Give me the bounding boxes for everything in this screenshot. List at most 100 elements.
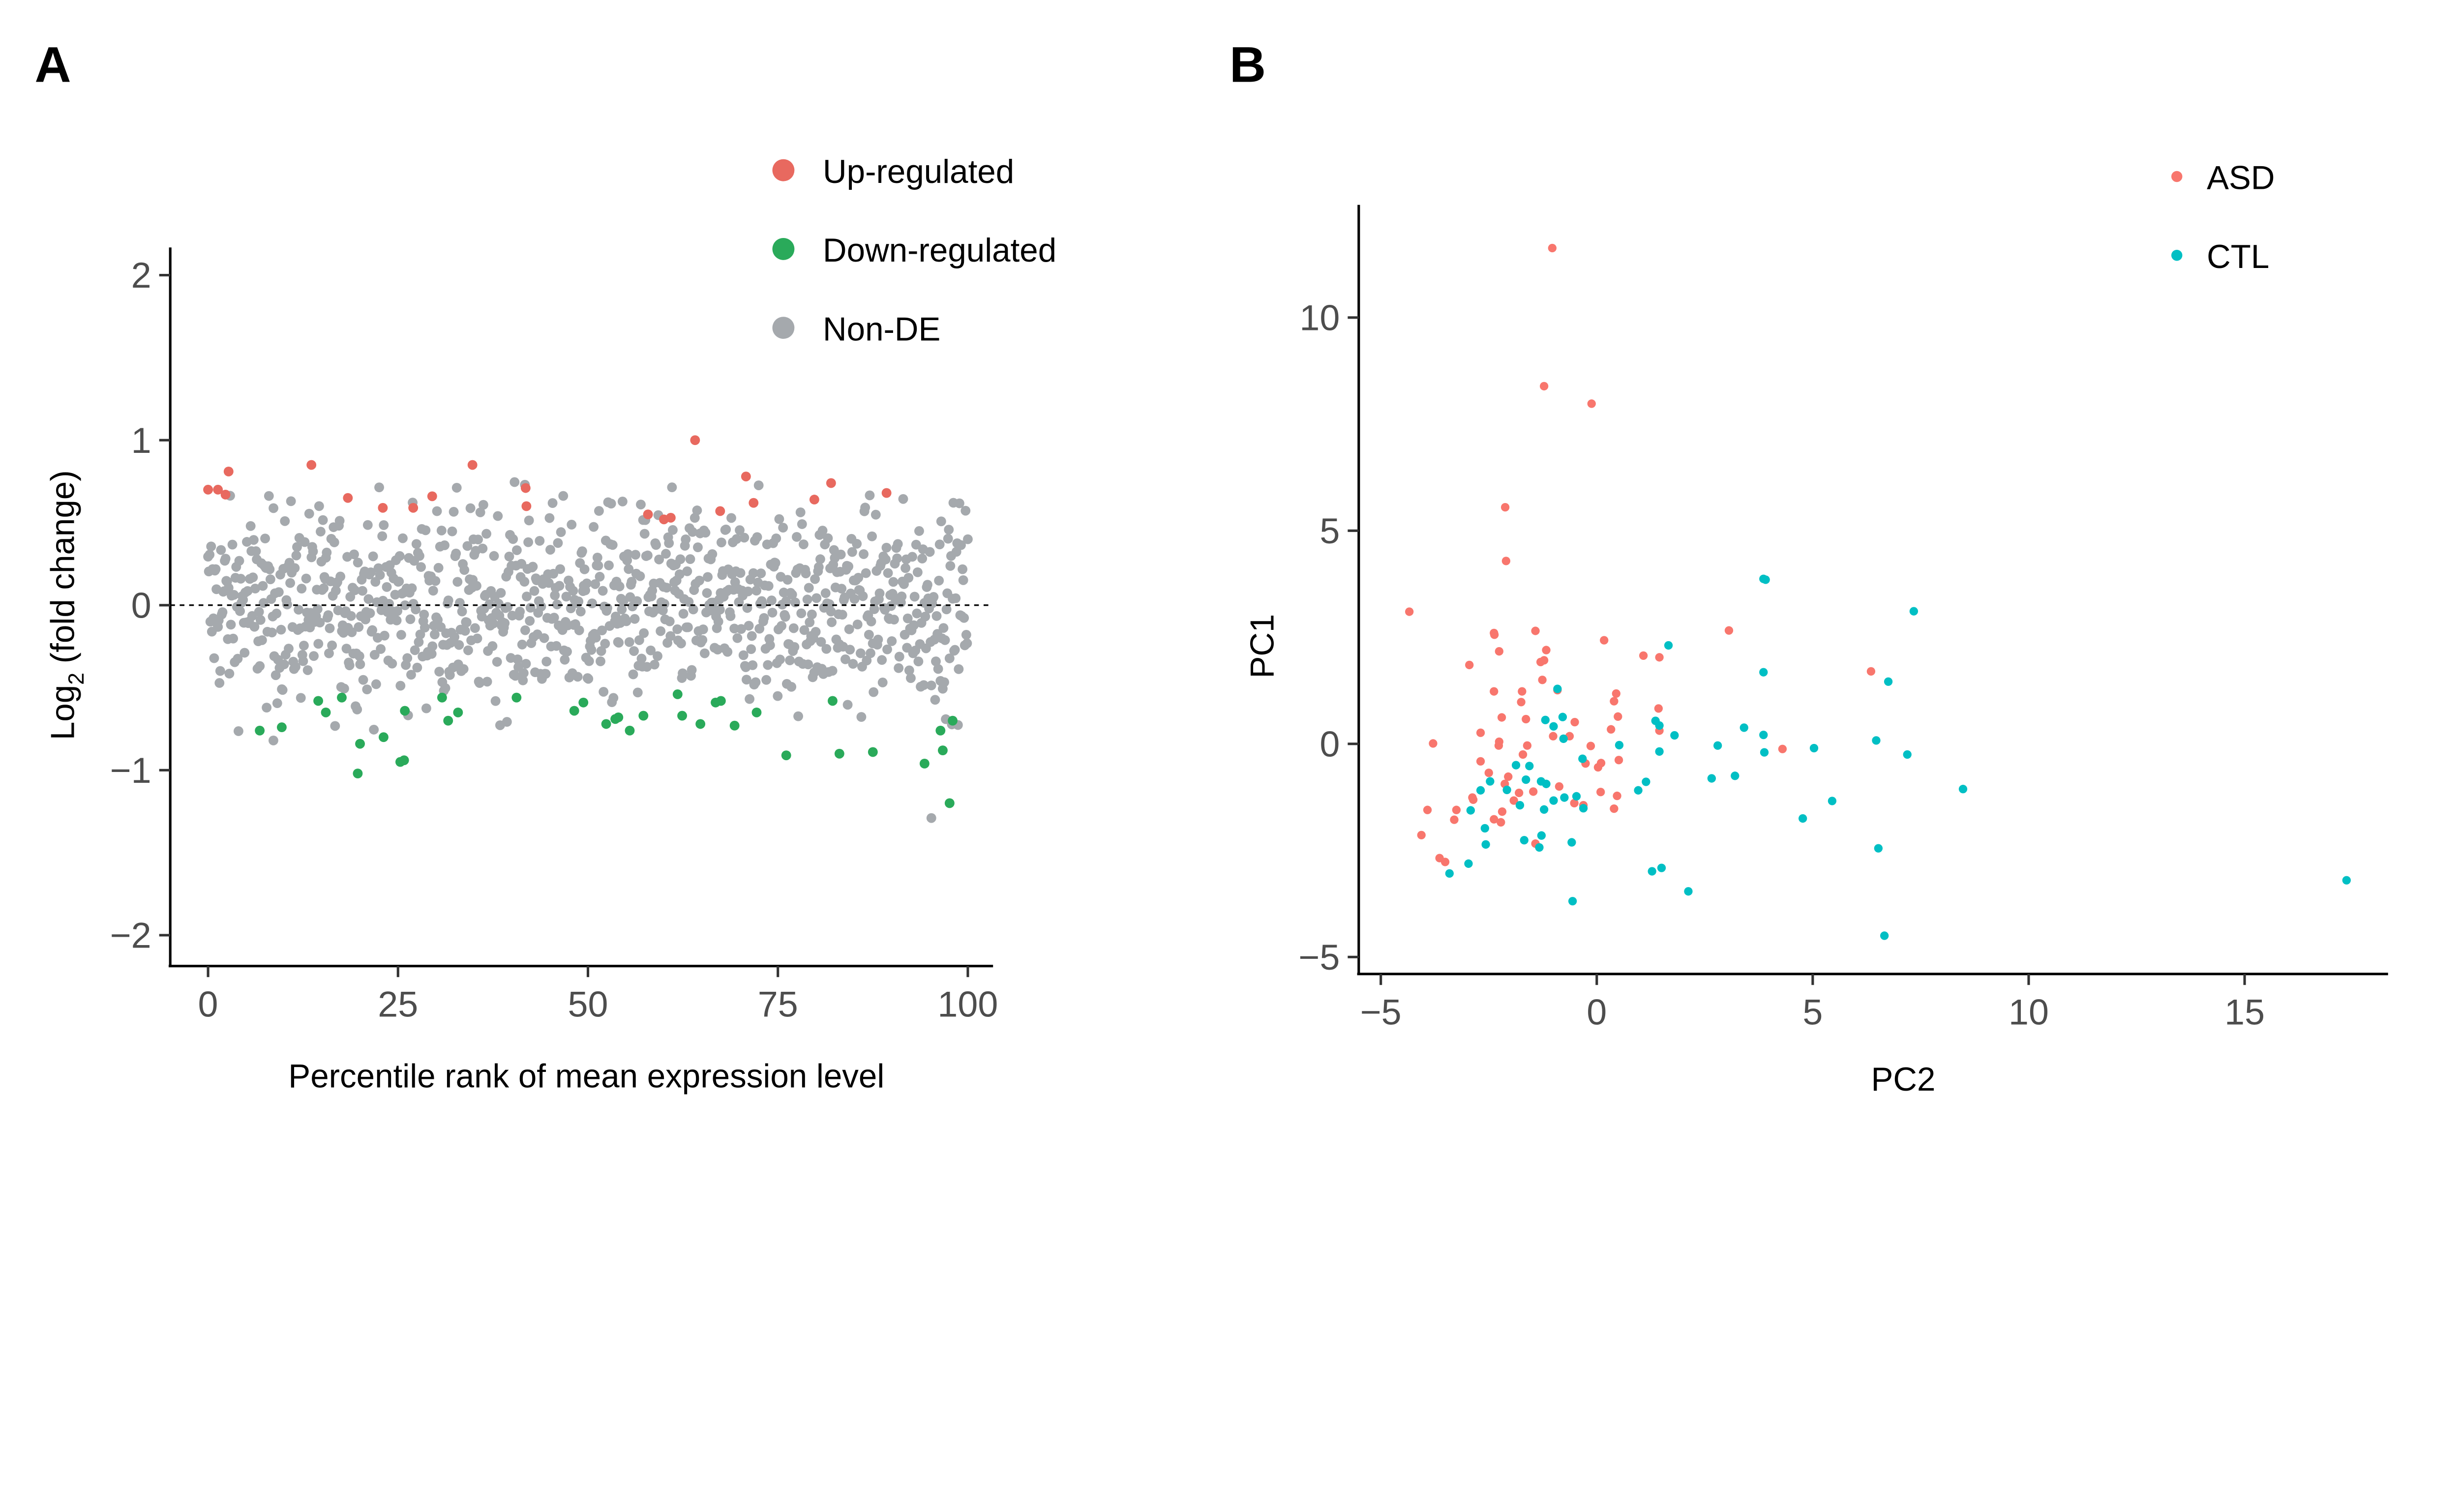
non-de-point (411, 539, 421, 549)
non-de-point (894, 663, 904, 673)
non-de-point (656, 626, 666, 636)
ctl-point (1464, 859, 1473, 868)
down-regulated-point (672, 689, 683, 699)
non-de-point (685, 554, 695, 564)
asd-point (1596, 788, 1605, 797)
non-de-point (548, 568, 559, 579)
ctl-point (1739, 723, 1748, 732)
down-regulated-point (919, 758, 930, 769)
non-de-point (451, 482, 462, 493)
non-de-point (931, 611, 942, 621)
non-de-point (894, 652, 904, 662)
non-de-point (810, 574, 820, 584)
x-tick-label: 10 (2009, 991, 2049, 1032)
legend-label: Up-regulated (823, 153, 1014, 190)
non-de-point (639, 529, 650, 539)
non-de-point (785, 655, 795, 665)
up-regulated-point (715, 506, 725, 516)
non-de-point (254, 607, 264, 617)
ctl-point (1480, 824, 1489, 833)
ctl-point (1553, 684, 1562, 693)
non-de-point (455, 598, 465, 608)
down-regulated-point (938, 745, 948, 756)
non-de-point (518, 668, 529, 678)
non-de-point (877, 655, 887, 665)
x-tick-label: 50 (568, 983, 608, 1024)
non-de-point (238, 594, 248, 605)
non-de-point (250, 584, 260, 593)
non-de-point (402, 653, 413, 663)
non-de-point (308, 546, 318, 557)
non-de-point (535, 536, 545, 546)
non-de-point (236, 574, 246, 584)
non-de-point (690, 513, 700, 523)
up-regulated-point (749, 498, 759, 508)
asd-point (1440, 858, 1450, 866)
non-de-point (322, 547, 332, 558)
non-de-point (451, 548, 461, 559)
non-de-point (398, 533, 408, 543)
asd-point (1607, 725, 1616, 734)
non-de-point (344, 660, 355, 671)
asd-point (1538, 676, 1547, 684)
ctl-point (1760, 748, 1769, 757)
non-de-point (582, 578, 592, 589)
non-de-point (781, 596, 791, 606)
non-de-point (877, 678, 888, 687)
non-de-point (589, 522, 599, 532)
non-de-point (323, 610, 333, 620)
non-de-point (598, 586, 608, 596)
ctl-point (1502, 785, 1511, 795)
non-de-point (929, 592, 939, 602)
non-de-point (420, 525, 431, 535)
non-de-point (379, 520, 389, 530)
non-de-point (674, 569, 685, 579)
non-de-point (210, 564, 221, 574)
ctl-point (1542, 779, 1551, 788)
non-de-point (961, 630, 971, 640)
non-de-point (958, 564, 968, 574)
ctl-point (1874, 844, 1883, 853)
non-de-point (478, 500, 488, 510)
non-de-point (377, 531, 388, 541)
asd-point (1504, 772, 1513, 781)
non-de-point (681, 534, 691, 544)
non-de-point (419, 609, 429, 620)
non-de-point (556, 527, 566, 537)
y-tick-label: 1 (131, 420, 151, 461)
non-de-point (606, 499, 616, 509)
non-de-point (260, 534, 270, 544)
non-de-point (434, 666, 445, 677)
down-regulated-point (828, 696, 838, 706)
asd-point (1417, 830, 1426, 840)
non-de-point (859, 549, 869, 559)
non-de-point (855, 648, 866, 658)
non-de-point (700, 528, 711, 538)
asd-point (1614, 712, 1622, 721)
asd-point (1484, 769, 1493, 777)
non-de-point (234, 556, 244, 566)
asd-point (1614, 756, 1623, 765)
asd-point (1587, 399, 1596, 408)
panel-a-plot: 0 25 50 75 100 −2 −1 0 1 2 (110, 247, 998, 1024)
non-de-point (694, 575, 704, 586)
non-de-point (693, 542, 703, 552)
non-de-point (503, 602, 513, 612)
non-de-point (314, 501, 324, 511)
non-de-point (792, 532, 802, 542)
non-de-point (667, 525, 678, 535)
legend-label: Non-DE (823, 311, 940, 348)
non-de-point (454, 640, 464, 650)
non-de-point (541, 656, 552, 667)
non-de-point (290, 563, 300, 573)
non-de-point (759, 613, 769, 623)
non-de-point (636, 500, 646, 509)
non-de-point (355, 659, 365, 669)
non-de-point (255, 615, 266, 625)
non-de-point (962, 638, 972, 649)
non-de-point (900, 563, 911, 573)
non-de-point (292, 542, 302, 552)
non-de-point (369, 724, 379, 735)
non-de-point (632, 687, 643, 698)
